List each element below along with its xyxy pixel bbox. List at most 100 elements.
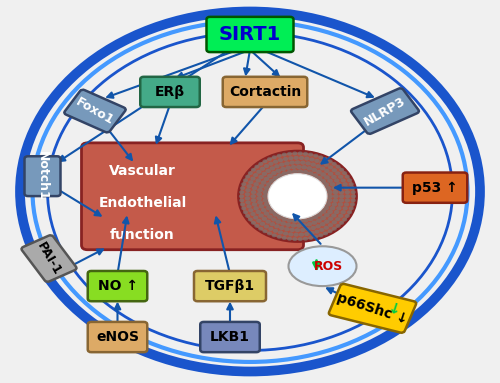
Circle shape: [292, 237, 298, 241]
Circle shape: [350, 190, 356, 194]
Circle shape: [272, 155, 277, 159]
Circle shape: [286, 170, 292, 174]
Circle shape: [286, 218, 292, 223]
Circle shape: [252, 202, 258, 206]
Circle shape: [338, 186, 343, 190]
Circle shape: [262, 229, 268, 233]
Circle shape: [303, 237, 308, 241]
FancyBboxPatch shape: [140, 77, 200, 107]
Circle shape: [276, 169, 281, 173]
Circle shape: [280, 221, 286, 226]
Circle shape: [318, 233, 324, 237]
Text: NO ↑: NO ↑: [98, 279, 138, 293]
Circle shape: [316, 164, 321, 169]
Circle shape: [319, 160, 324, 165]
Circle shape: [302, 218, 308, 223]
Circle shape: [320, 222, 326, 226]
Circle shape: [314, 235, 318, 239]
FancyBboxPatch shape: [200, 322, 260, 352]
Circle shape: [318, 155, 324, 159]
Circle shape: [316, 212, 322, 217]
Circle shape: [326, 190, 332, 195]
Circle shape: [328, 217, 334, 221]
Circle shape: [339, 194, 344, 198]
Text: TGFβ1: TGFβ1: [205, 279, 255, 293]
Circle shape: [252, 186, 258, 190]
Circle shape: [239, 194, 244, 198]
Circle shape: [287, 152, 292, 156]
Circle shape: [251, 221, 256, 225]
Circle shape: [308, 152, 314, 157]
Circle shape: [327, 194, 333, 198]
Circle shape: [284, 227, 290, 231]
Circle shape: [269, 179, 275, 183]
Text: p66Shc ↓: p66Shc ↓: [336, 290, 409, 326]
Circle shape: [324, 169, 330, 173]
Circle shape: [348, 206, 354, 210]
Circle shape: [342, 182, 348, 186]
FancyBboxPatch shape: [329, 284, 416, 333]
Circle shape: [272, 176, 278, 180]
Circle shape: [306, 227, 311, 231]
Circle shape: [324, 163, 329, 167]
Circle shape: [335, 217, 340, 221]
Circle shape: [292, 151, 298, 155]
Circle shape: [308, 236, 314, 240]
Circle shape: [283, 157, 288, 161]
Circle shape: [334, 210, 340, 214]
Circle shape: [246, 200, 250, 205]
Circle shape: [332, 227, 337, 231]
Circle shape: [324, 175, 330, 180]
Circle shape: [333, 194, 338, 198]
Text: PAI-1: PAI-1: [34, 240, 64, 277]
Circle shape: [310, 157, 314, 162]
Circle shape: [248, 180, 254, 184]
Text: Notch1: Notch1: [36, 151, 49, 201]
Circle shape: [299, 156, 304, 160]
Circle shape: [251, 168, 256, 172]
Circle shape: [325, 186, 331, 190]
Circle shape: [248, 171, 253, 175]
Circle shape: [254, 206, 259, 210]
Circle shape: [238, 151, 356, 241]
Circle shape: [330, 182, 336, 187]
Circle shape: [276, 154, 281, 158]
Circle shape: [287, 237, 292, 241]
Circle shape: [327, 210, 333, 214]
Text: ROS: ROS: [314, 260, 343, 273]
Circle shape: [344, 202, 349, 206]
Circle shape: [258, 213, 264, 218]
Circle shape: [256, 178, 261, 183]
Circle shape: [250, 177, 256, 181]
Circle shape: [332, 190, 338, 195]
Circle shape: [266, 206, 272, 210]
Text: LKB1: LKB1: [210, 330, 250, 344]
Circle shape: [332, 186, 337, 190]
Circle shape: [268, 162, 274, 166]
Circle shape: [282, 236, 287, 240]
Circle shape: [338, 202, 343, 206]
Circle shape: [299, 232, 304, 237]
Circle shape: [316, 218, 322, 223]
Circle shape: [262, 194, 268, 198]
Circle shape: [243, 210, 248, 214]
Circle shape: [300, 160, 306, 165]
Circle shape: [288, 232, 294, 236]
Circle shape: [350, 203, 355, 206]
Circle shape: [312, 168, 317, 172]
Circle shape: [350, 198, 356, 202]
Circle shape: [310, 226, 316, 230]
Text: Foxo1: Foxo1: [74, 95, 116, 127]
Circle shape: [334, 178, 340, 183]
Circle shape: [279, 226, 284, 230]
Circle shape: [241, 206, 246, 210]
Circle shape: [344, 198, 350, 202]
Circle shape: [310, 231, 314, 235]
Circle shape: [312, 173, 318, 178]
Circle shape: [323, 157, 328, 161]
Circle shape: [339, 168, 344, 172]
Circle shape: [245, 214, 250, 218]
Circle shape: [256, 192, 262, 196]
Circle shape: [272, 233, 277, 237]
Circle shape: [348, 182, 354, 186]
